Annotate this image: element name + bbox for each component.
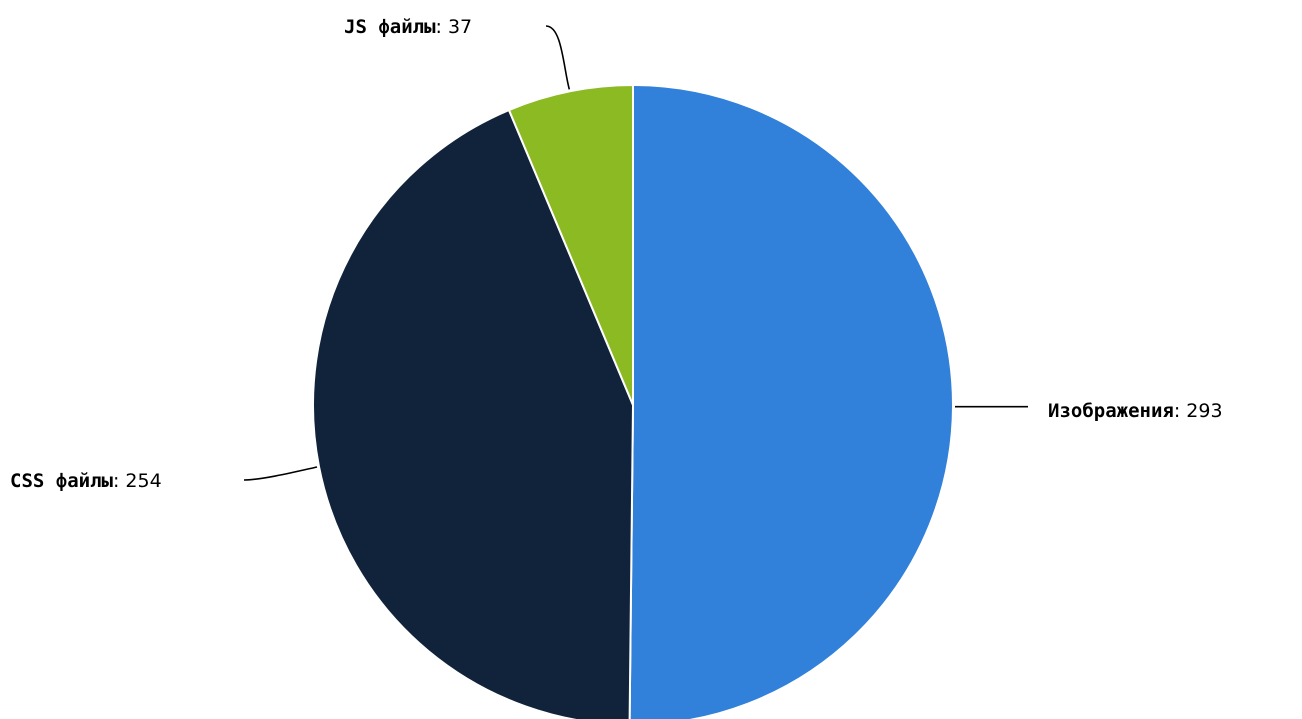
data-label-separator: : <box>113 470 125 492</box>
data-label-value: 37 <box>448 16 472 38</box>
pie-slice-1[interactable] <box>628 83 954 719</box>
data-label-value: 254 <box>125 470 161 492</box>
pie-slice-2[interactable] <box>312 108 635 719</box>
pie-slice-3[interactable] <box>507 83 634 406</box>
data-label-name: JS файлы <box>344 16 436 38</box>
data-label-value: 293 <box>1186 400 1222 422</box>
connector-line-3 <box>545 25 571 90</box>
data-label-1: Изображения: 293 <box>1048 400 1223 422</box>
data-label-separator: : <box>436 16 448 38</box>
pie-slices <box>312 83 954 719</box>
data-label-name: Изображения <box>1048 400 1174 422</box>
data-labels: Изображения: 293 CSS файлы: 254 JS файлы: … <box>10 16 1223 492</box>
label-connectors <box>243 25 1028 481</box>
data-label-name: CSS файлы <box>10 470 114 492</box>
data-label-2: CSS файлы: 254 <box>10 470 162 492</box>
data-label-separator: : <box>1174 400 1186 422</box>
data-label-3: JS файлы: 37 <box>344 16 472 38</box>
connector-line-2 <box>243 466 318 481</box>
